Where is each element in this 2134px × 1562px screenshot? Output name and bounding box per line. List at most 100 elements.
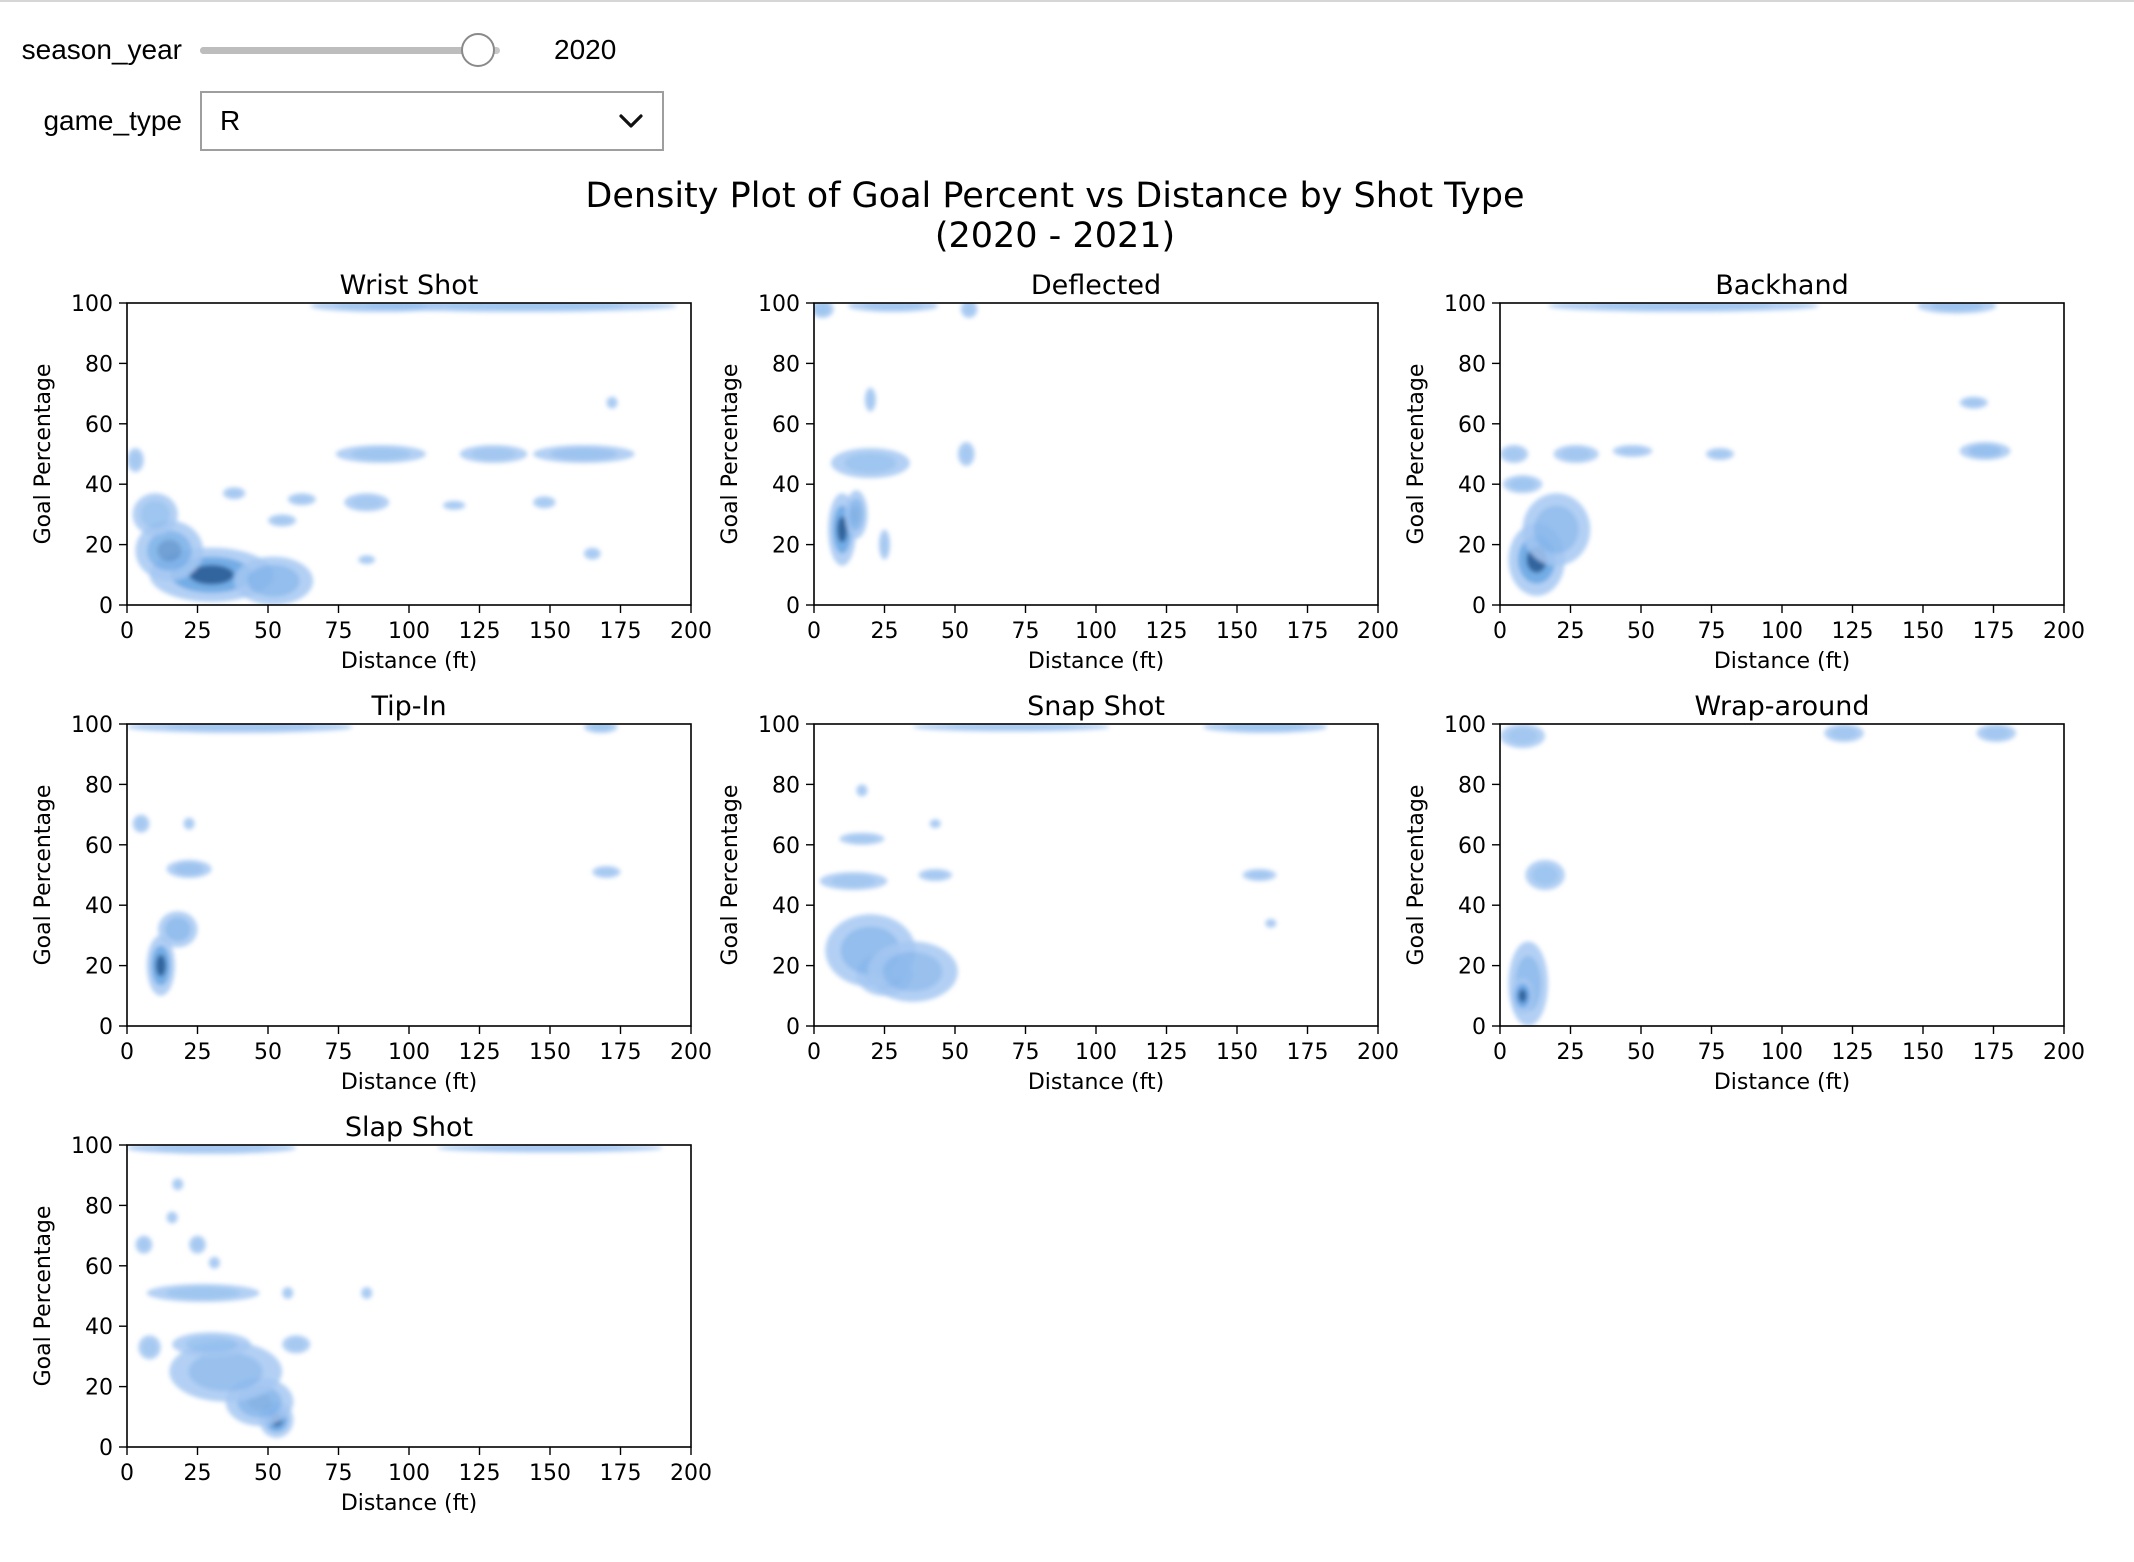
y-tick-label: 0: [99, 1436, 113, 1461]
y-tick-label: 40: [85, 894, 113, 919]
x-tick-label: 150: [1216, 1040, 1258, 1065]
density-blob: [924, 871, 947, 879]
panel-wrap-around: 0 25 50 75 100 125 150 175 200 0 20 40 60 80 100 Wrap-a…: [1404, 691, 2085, 1095]
panel-slap-shot: 0 25 50 75 100 125 150 175 200 0 20 40 60 80 100 Slap S…: [31, 1112, 712, 1516]
density-blob: [852, 505, 861, 524]
x-tick-label: 100: [388, 619, 430, 644]
game-type-select[interactable]: R: [200, 91, 664, 151]
x-tick-label: 150: [1902, 1040, 1944, 1065]
density-blob: [292, 495, 312, 504]
y-tick-label: 60: [85, 1255, 113, 1280]
x-tick-label: 100: [1761, 619, 1803, 644]
density-blob: [597, 867, 616, 876]
density-blob: [1831, 727, 1858, 740]
density-blob: [608, 398, 616, 407]
y-tick-label: 40: [772, 894, 800, 919]
x-tick-label: 150: [529, 1461, 571, 1486]
x-axis-label: Distance (ft): [1028, 649, 1164, 674]
y-tick-label: 0: [99, 594, 113, 619]
y-axis-label: Goal Percentage: [31, 785, 56, 966]
density-blob: [419, 303, 625, 311]
y-tick-label: 80: [772, 352, 800, 377]
y-tick-label: 60: [85, 413, 113, 438]
season-year-slider[interactable]: [200, 30, 500, 70]
x-tick-label: 50: [941, 619, 969, 644]
density-blob: [334, 303, 428, 311]
density-blob: [550, 448, 618, 460]
y-tick-label: 60: [1458, 413, 1486, 438]
x-tick-label: 25: [871, 619, 899, 644]
x-tick-label: 175: [1287, 619, 1329, 644]
y-tick-label: 60: [85, 834, 113, 859]
x-tick-label: 25: [871, 1040, 899, 1065]
figure-title: Density Plot of Goal Percent vs Distance…: [585, 176, 1524, 216]
x-tick-label: 50: [1627, 619, 1655, 644]
x-tick-label: 100: [388, 1040, 430, 1065]
y-tick-label: 80: [1458, 352, 1486, 377]
slider-fill: [200, 47, 478, 54]
density-blob: [586, 549, 598, 558]
x-tick-label: 0: [120, 1040, 134, 1065]
density-blob: [880, 534, 889, 555]
x-tick-label: 200: [1357, 619, 1399, 644]
density-blob: [831, 875, 876, 888]
density-blob: [963, 303, 975, 316]
y-tick-label: 100: [758, 713, 800, 738]
density-blob: [1968, 445, 2002, 457]
density-blob: [185, 819, 193, 828]
density-blob: [589, 724, 612, 732]
x-tick-label: 175: [1287, 1040, 1329, 1065]
top-divider: [0, 0, 2134, 2]
y-tick-label: 80: [1458, 773, 1486, 798]
y-tick-label: 0: [786, 1015, 800, 1040]
x-tick-label: 25: [1557, 619, 1585, 644]
x-tick-label: 150: [1216, 619, 1258, 644]
x-tick-label: 125: [1146, 619, 1188, 644]
x-tick-label: 75: [1698, 619, 1726, 644]
x-tick-label: 100: [1761, 1040, 1803, 1065]
x-tick-label: 200: [1357, 1040, 1399, 1065]
density-blob: [351, 496, 382, 509]
y-tick-label: 20: [85, 1376, 113, 1401]
panel-deflected: 0 25 50 75 100 125 150 175 200 0 20 40 60 80 100 Deflec…: [718, 270, 1399, 674]
x-tick-label: 25: [184, 1040, 212, 1065]
density-blob: [1267, 920, 1275, 927]
y-tick-label: 20: [772, 955, 800, 980]
density-blob: [164, 917, 191, 942]
slider-thumb[interactable]: [460, 33, 495, 67]
density-blob: [1930, 303, 1983, 312]
x-tick-label: 75: [325, 1461, 353, 1486]
density-blob: [185, 1336, 238, 1353]
density-blob: [1964, 398, 1984, 407]
x-tick-label: 75: [325, 1040, 353, 1065]
y-tick-label: 100: [71, 1134, 113, 1159]
x-tick-label: 0: [1493, 619, 1507, 644]
y-tick-label: 40: [1458, 473, 1486, 498]
x-tick-label: 25: [1557, 1040, 1585, 1065]
x-tick-label: 75: [1012, 619, 1040, 644]
y-tick-label: 0: [1472, 594, 1486, 619]
x-tick-label: 175: [1973, 1040, 2015, 1065]
density-blob: [174, 1180, 182, 1189]
y-tick-label: 100: [1444, 292, 1486, 317]
density-blob: [446, 502, 462, 509]
density-blob: [815, 303, 830, 316]
density-slap-shot: [127, 1145, 663, 1438]
x-tick-label: 25: [184, 619, 212, 644]
panel-snap-shot: 0 25 50 75 100 125 150 175 200 0 20 40 60 80 100 Snap S…: [718, 691, 1399, 1095]
y-axis-label: Goal Percentage: [1404, 785, 1429, 966]
density-wrist-shot: [127, 303, 677, 605]
density-blob: [142, 1339, 158, 1356]
panel-backhand: 0 25 50 75 100 125 150 175 200 0 20 40 60 80 100 Backha…: [1404, 270, 2085, 674]
density-blob: [140, 500, 171, 529]
density-blob: [1532, 865, 1559, 885]
y-axis-label: Goal Percentage: [718, 364, 743, 545]
x-tick-label: 150: [1902, 619, 1944, 644]
y-tick-label: 100: [758, 292, 800, 317]
x-tick-label: 50: [1627, 1040, 1655, 1065]
density-blob: [155, 954, 166, 977]
x-tick-label: 0: [1493, 1040, 1507, 1065]
density-blob: [286, 1338, 306, 1351]
density-tip-in: [127, 724, 621, 996]
game-type-selected-value: R: [220, 105, 241, 136]
